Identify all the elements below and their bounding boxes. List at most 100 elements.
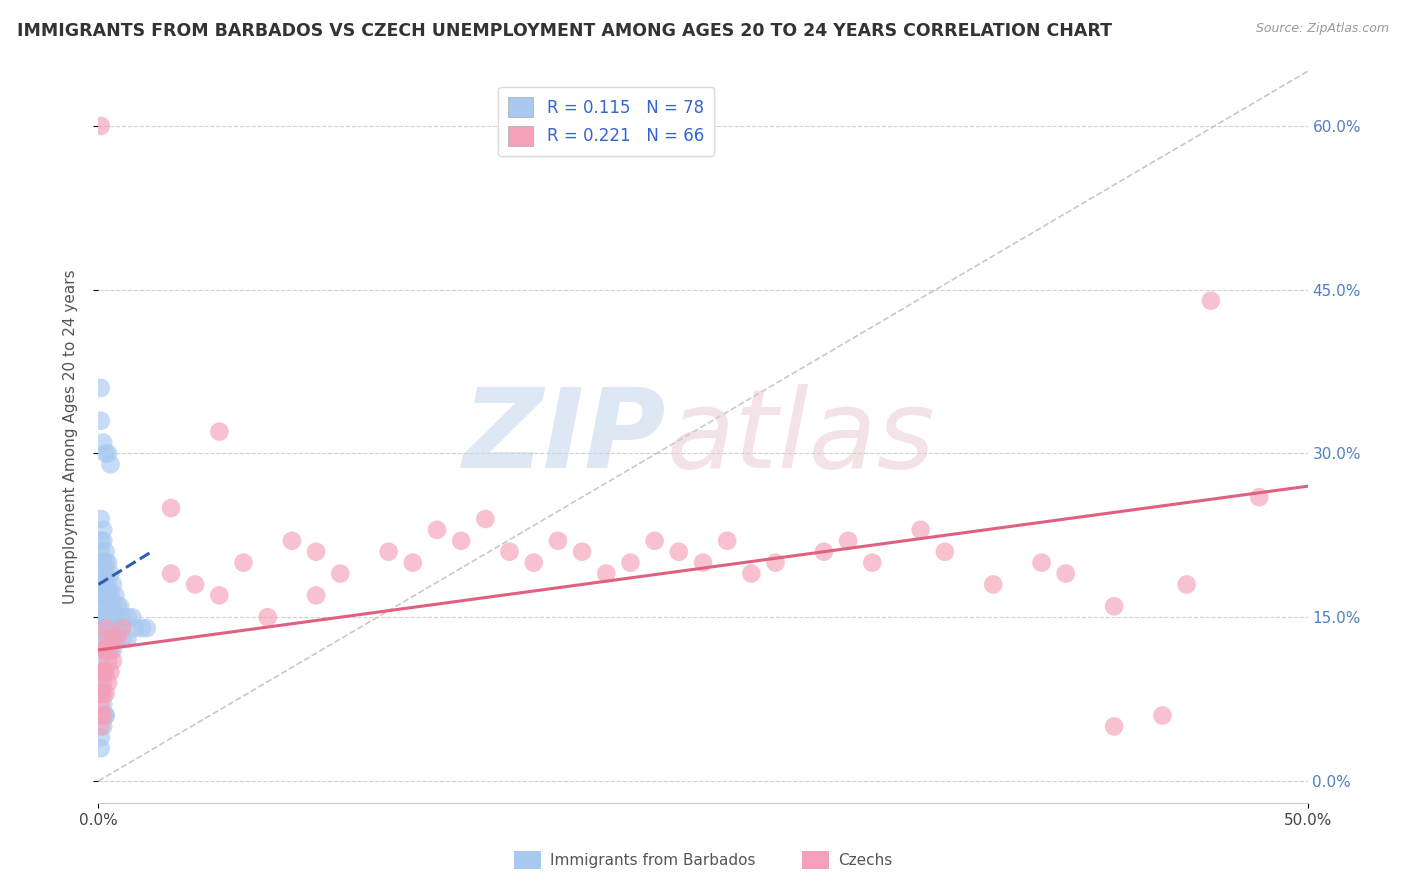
Legend: Immigrants from Barbados, Czechs: Immigrants from Barbados, Czechs [508, 845, 898, 875]
Point [90, 381, 112, 395]
Point [329, 566, 352, 581]
Point [90, 566, 112, 581]
Point [91, 643, 114, 657]
Point [232, 556, 254, 570]
Point [91, 719, 114, 733]
Point [90, 556, 112, 570]
Point [90, 675, 112, 690]
Point [100, 621, 122, 635]
Point [104, 632, 127, 646]
Point [547, 533, 569, 548]
Point [595, 566, 617, 581]
Point [94, 643, 117, 657]
Point [94, 643, 117, 657]
Point [121, 610, 143, 624]
Point [94, 545, 117, 559]
Point [160, 501, 183, 516]
Point [101, 621, 124, 635]
Point [94, 621, 117, 635]
Point [90, 708, 112, 723]
Point [117, 632, 139, 646]
Point [124, 621, 146, 635]
Point [100, 643, 122, 657]
Point [208, 425, 231, 439]
Point [94, 708, 117, 723]
Point [184, 577, 207, 591]
Point [94, 588, 117, 602]
Point [91, 523, 114, 537]
Point [91, 632, 114, 646]
Point [104, 610, 127, 624]
Point [90, 654, 112, 668]
Point [94, 610, 117, 624]
Point [97, 588, 120, 602]
Point [981, 577, 1004, 591]
Point [90, 698, 112, 712]
Point [94, 621, 117, 635]
Point [100, 566, 122, 581]
Point [97, 643, 120, 657]
Point [97, 556, 120, 570]
Point [837, 533, 859, 548]
Point [1152, 708, 1174, 723]
Point [644, 533, 666, 548]
Text: Source: ZipAtlas.com: Source: ZipAtlas.com [1256, 22, 1389, 36]
Point [1031, 556, 1053, 570]
Point [100, 610, 122, 624]
Point [107, 632, 129, 646]
Point [90, 588, 112, 602]
Point [101, 643, 124, 657]
Point [101, 654, 124, 668]
Point [692, 556, 714, 570]
Point [91, 698, 114, 712]
Point [523, 556, 546, 570]
Point [91, 588, 114, 602]
Point [91, 556, 114, 570]
Point [450, 533, 472, 548]
Point [94, 566, 117, 581]
Point [1102, 599, 1125, 614]
Point [1249, 490, 1271, 504]
Point [94, 556, 117, 570]
Point [281, 533, 304, 548]
Point [90, 741, 112, 756]
Point [90, 119, 112, 133]
Point [90, 719, 112, 733]
Point [91, 610, 114, 624]
Point [97, 577, 120, 591]
Point [94, 708, 117, 723]
Point [1199, 293, 1222, 308]
Point [910, 523, 932, 537]
Text: atlas: atlas [666, 384, 935, 491]
Point [100, 665, 122, 679]
Point [108, 621, 131, 635]
Point [860, 556, 883, 570]
Point [100, 599, 122, 614]
Point [90, 577, 112, 591]
Point [104, 588, 127, 602]
Point [765, 556, 787, 570]
Point [94, 665, 117, 679]
Point [107, 599, 129, 614]
Point [208, 588, 231, 602]
Point [97, 446, 120, 460]
Point [117, 610, 139, 624]
Point [90, 610, 112, 624]
Point [97, 632, 120, 646]
Point [111, 610, 134, 624]
Point [91, 577, 114, 591]
Point [1175, 577, 1198, 591]
Point [426, 523, 449, 537]
Point [91, 435, 114, 450]
Point [131, 621, 153, 635]
Point [668, 545, 690, 559]
Point [91, 665, 114, 679]
Point [305, 588, 328, 602]
Point [305, 545, 328, 559]
Point [135, 621, 157, 635]
Point [90, 533, 112, 548]
Point [1054, 566, 1077, 581]
Point [108, 599, 131, 614]
Point [91, 599, 114, 614]
Point [97, 654, 120, 668]
